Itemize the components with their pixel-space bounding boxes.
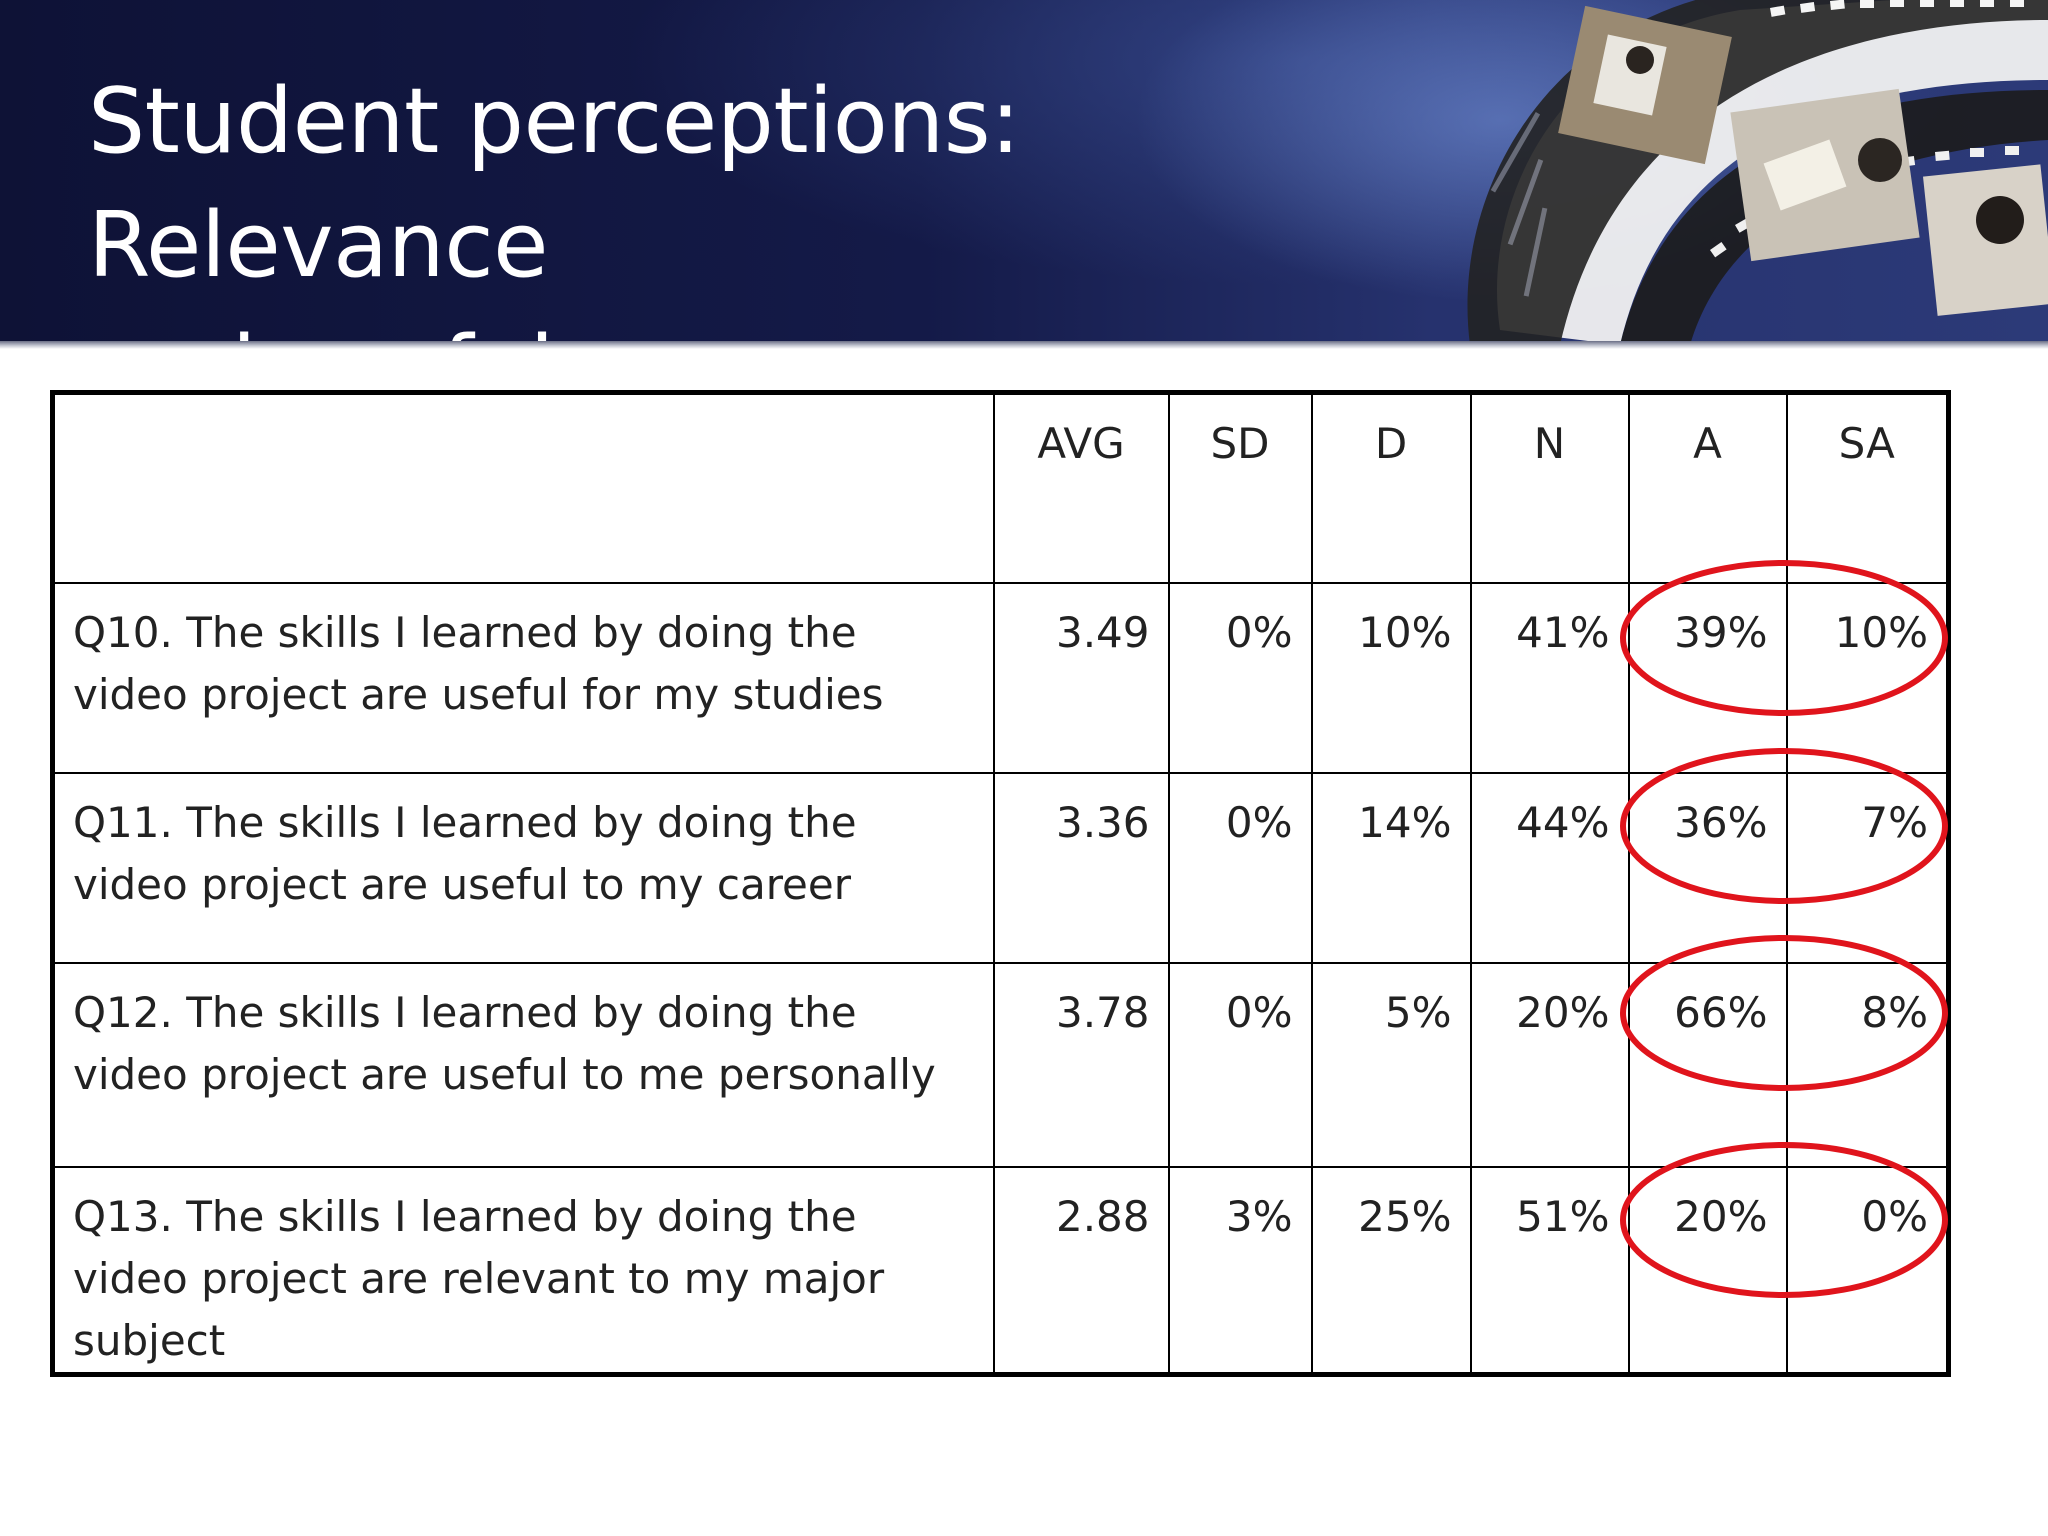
sprocket-holes-top (1769, 0, 2024, 17)
sd-cell: 0% (1167, 771, 1313, 964)
sa-cell: 10% (1785, 581, 1950, 774)
table-row: Q13. The skills I learned by doing the v… (51, 1165, 1950, 1375)
n-cell: 41% (1469, 581, 1630, 774)
n-cell: 20% (1469, 961, 1630, 1168)
table-row: Q12. The skills I learned by doing the v… (51, 961, 1950, 1168)
question-cell: Q10. The skills I learned by doing the v… (51, 581, 995, 774)
header-sa: SA (1785, 391, 1950, 584)
header-question (51, 391, 995, 584)
header-d: D (1310, 391, 1472, 584)
d-cell: 10% (1310, 581, 1472, 774)
a-cell: 36% (1627, 771, 1788, 964)
d-cell: 5% (1310, 961, 1472, 1168)
header-n: N (1469, 391, 1630, 584)
sa-cell: 7% (1785, 771, 1950, 964)
sd-cell: 3% (1167, 1165, 1313, 1375)
d-cell: 14% (1310, 771, 1472, 964)
n-cell: 51% (1469, 1165, 1630, 1375)
photo-frame-student (1923, 164, 2048, 316)
sd-cell: 0% (1167, 581, 1313, 774)
light-streaks (1490, 112, 1548, 297)
a-cell: 20% (1627, 1165, 1788, 1375)
a-cell: 66% (1627, 961, 1788, 1168)
avg-cell: 3.49 (992, 581, 1170, 774)
header-sd: SD (1167, 391, 1313, 584)
question-cell: Q13. The skills I learned by doing the v… (51, 1165, 995, 1375)
slide-title-line-2: and usefulness (88, 308, 1488, 345)
header-avg: AVG (992, 391, 1170, 584)
a-cell: 39% (1627, 581, 1788, 774)
photo-frame-book (1730, 88, 1920, 262)
slide-header: Student perceptions: Relevance and usefu… (0, 0, 2048, 345)
d-cell: 25% (1310, 1165, 1472, 1375)
header-a: A (1627, 391, 1788, 584)
photo-frame-lab (1558, 5, 1732, 165)
avg-cell: 3.36 (992, 771, 1170, 964)
avg-cell: 2.88 (992, 1165, 1170, 1375)
filmstrip-image (1467, 0, 2048, 345)
sa-cell: 0% (1785, 1165, 1950, 1375)
sd-cell: 0% (1167, 961, 1313, 1168)
table-row: Q11. The skills I learned by doing the v… (51, 771, 1950, 964)
table-header-row: AVG SD D N A SA (51, 391, 1950, 584)
slide-title: Student perceptions: Relevance and usefu… (88, 60, 1488, 345)
survey-table-container: AVG SD D N A SA Q10. The skills I learne… (50, 390, 1951, 1377)
header-divider (0, 341, 2048, 349)
table-row: Q10. The skills I learned by doing the v… (51, 581, 1950, 774)
sa-cell: 8% (1785, 961, 1950, 1168)
question-cell: Q11. The skills I learned by doing the v… (51, 771, 995, 964)
survey-results-table: AVG SD D N A SA Q10. The skills I learne… (50, 390, 1951, 1377)
avg-cell: 3.78 (992, 961, 1170, 1168)
n-cell: 44% (1469, 771, 1630, 964)
slide-title-line-1: Student perceptions: Relevance (88, 69, 1021, 298)
question-cell: Q12. The skills I learned by doing the v… (51, 961, 995, 1168)
